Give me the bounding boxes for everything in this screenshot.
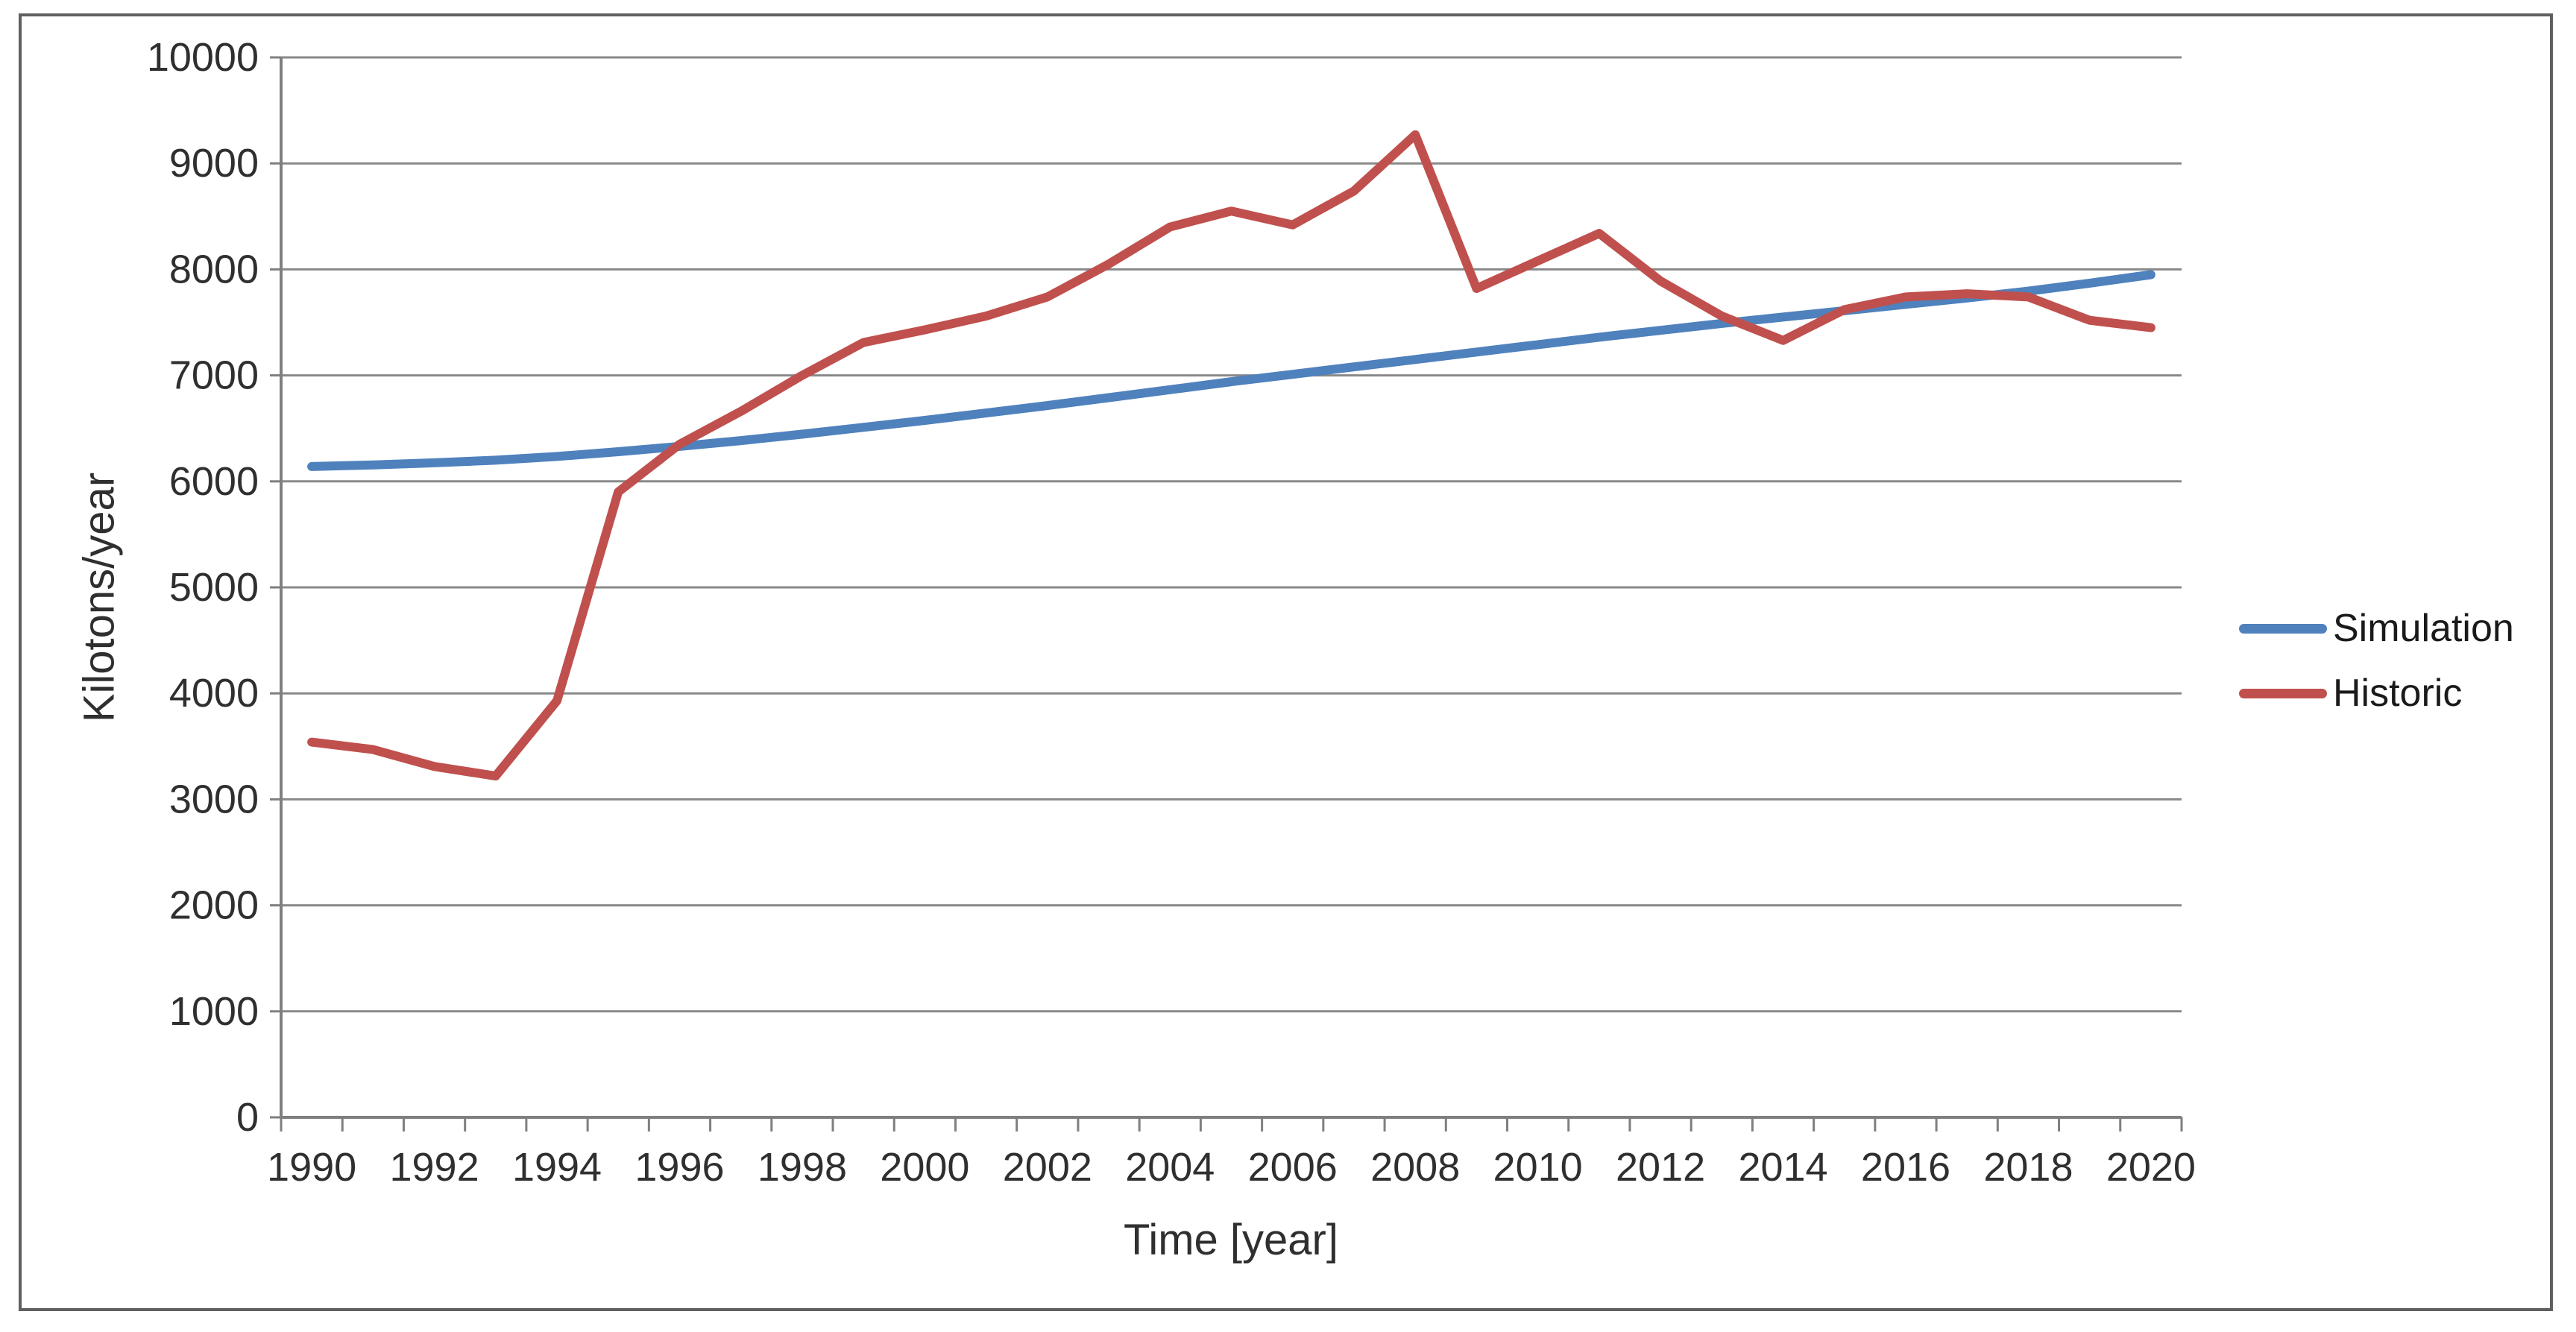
historic-line-swatch: [2239, 688, 2327, 698]
x-tick-label: 2008: [1370, 1145, 1460, 1190]
y-tick-label: 4000: [169, 671, 259, 716]
x-tick-label: 2014: [1738, 1145, 1827, 1190]
legend-label-historic: Historic: [2333, 672, 2463, 715]
x-tick-label: 2012: [1616, 1145, 1705, 1190]
x-tick-label: 2020: [2106, 1145, 2196, 1190]
y-tick-label: 10000: [147, 35, 259, 80]
x-tick-label: 1990: [267, 1145, 356, 1190]
legend-item-historic: Historic: [2239, 672, 2514, 715]
y-tick-label: 9000: [169, 141, 259, 186]
x-tick-label: 1992: [389, 1145, 479, 1190]
x-tick-label: 2004: [1125, 1145, 1215, 1190]
series-line-historic: [307, 130, 2155, 781]
x-tick-label: 2016: [1861, 1145, 1950, 1190]
y-tick-label: 6000: [169, 459, 259, 504]
legend: Simulation Historic: [2239, 607, 2514, 715]
y-axis-title: Kilotons/year: [75, 472, 124, 723]
x-tick-label: 2010: [1493, 1145, 1583, 1190]
y-tick-label: 7000: [169, 353, 259, 398]
chart-frame-border: [19, 13, 2553, 1311]
x-tick-label: 2018: [1983, 1145, 2073, 1190]
x-tick-label: 2006: [1248, 1145, 1338, 1190]
y-tick-label: 1000: [169, 989, 259, 1034]
y-tick-label: 8000: [169, 247, 259, 291]
x-tick-label: 2000: [880, 1145, 969, 1190]
x-tick-label: 1998: [758, 1145, 847, 1190]
y-tick-label: 5000: [169, 565, 259, 610]
legend-label-simulation: Simulation: [2333, 607, 2514, 650]
y-tick-label: 3000: [169, 777, 259, 821]
y-tick-label: 0: [236, 1095, 259, 1140]
legend-item-simulation: Simulation: [2239, 607, 2514, 650]
x-axis-title: Time [year]: [1124, 1216, 1338, 1264]
x-tick-label: 2002: [1003, 1145, 1092, 1190]
simulation-line-swatch: [2239, 623, 2327, 634]
y-tick-label: 2000: [169, 883, 259, 928]
x-tick-label: 1996: [634, 1145, 724, 1190]
x-tick-label: 1994: [512, 1145, 602, 1190]
